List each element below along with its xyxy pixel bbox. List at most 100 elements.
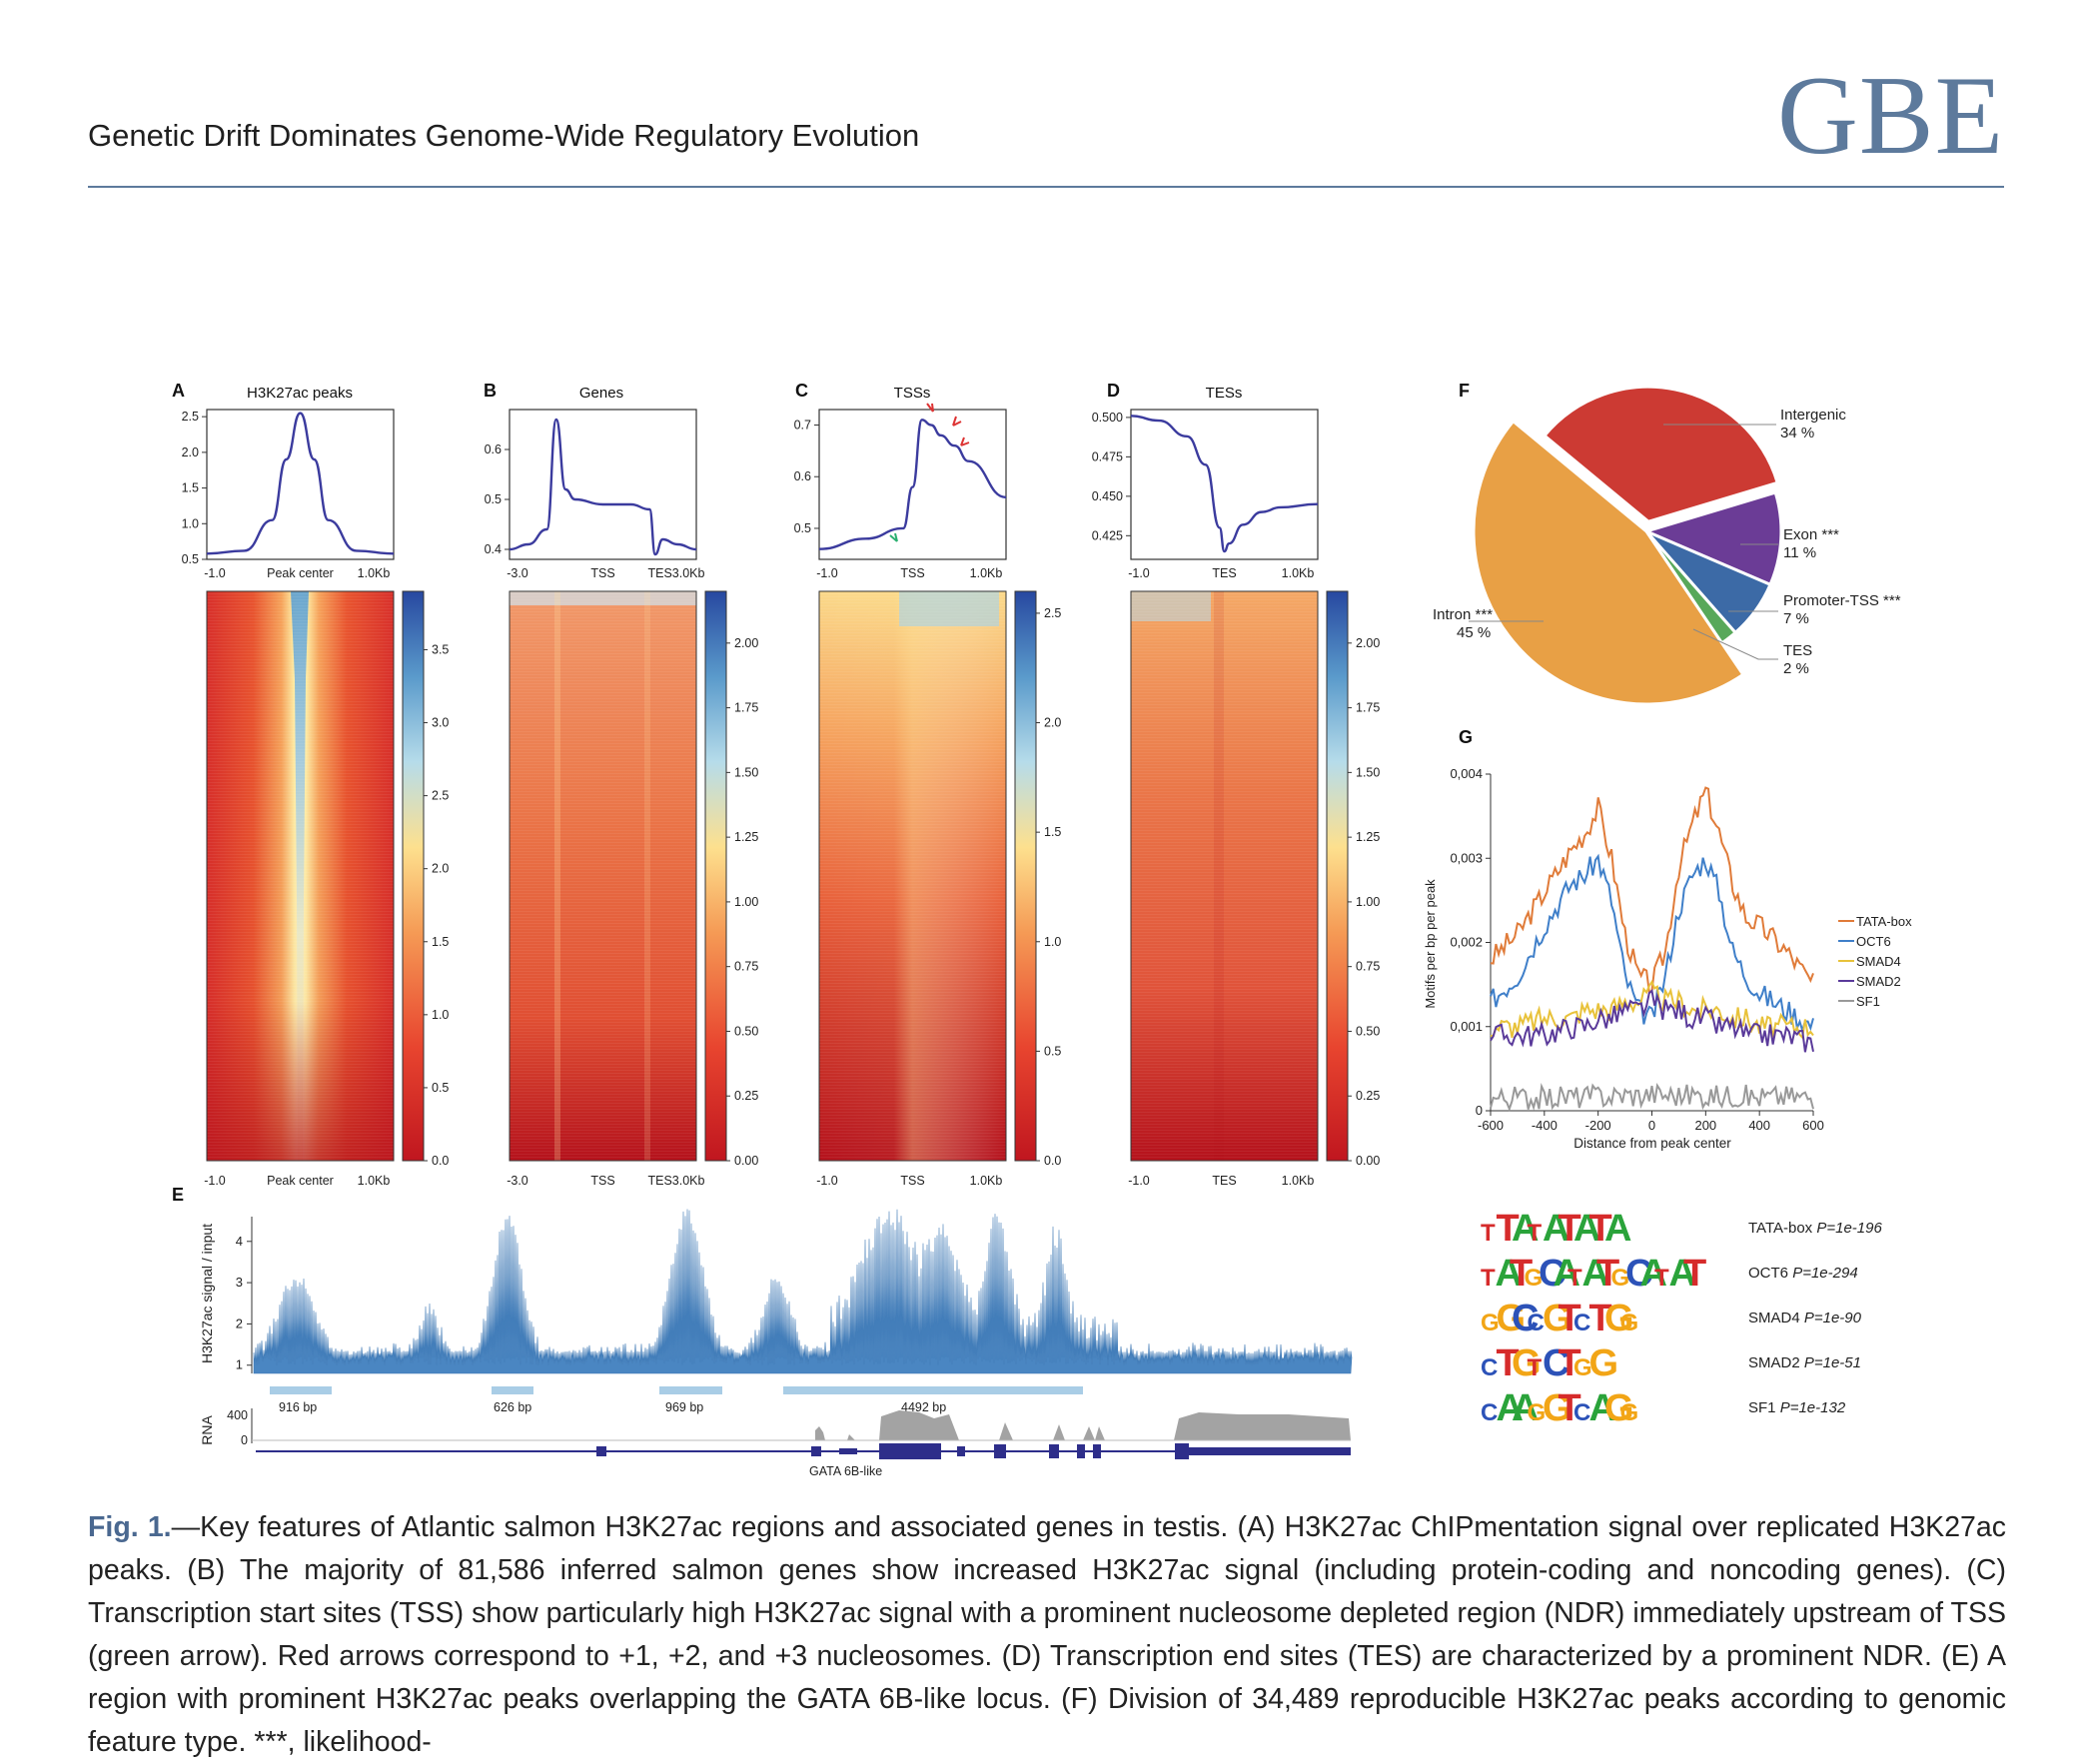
- colorbar-d-tick: 0.25: [1356, 1089, 1380, 1103]
- panel-g-xtick: -600: [1478, 1118, 1504, 1133]
- colorbar-b-tick: 0.00: [734, 1154, 758, 1168]
- panel-e-track: H3K27ac signal / input 4 3 2 1 916 bp 626 b…: [199, 1209, 1353, 1478]
- profile-a-xtick: 1.0Kb: [358, 566, 391, 580]
- profile-c-ytick: 0.6: [794, 469, 811, 483]
- profile-d-curve: [1130, 415, 1319, 553]
- profile-c-frame: [818, 409, 1007, 560]
- colorbar-b-tick: 2.00: [734, 636, 758, 650]
- motif-logo-letter: G: [1611, 1265, 1630, 1292]
- panel-g-xlabel: Distance from peak center: [1573, 1136, 1731, 1151]
- motif-label: OCT6 P=1e-294: [1748, 1265, 1858, 1282]
- green-arrow: [889, 532, 898, 542]
- colorbar-b-tick: 0.50: [734, 1024, 758, 1038]
- peak-width-1: 916 bp: [279, 1400, 317, 1414]
- pie-leader-line: [1692, 628, 1778, 660]
- motif-logo-letter: A: [1543, 1208, 1569, 1250]
- motif-logo-letter: C: [1481, 1354, 1498, 1381]
- motif-line-smad4: [1490, 979, 1814, 1040]
- pie-pct: 45 %: [1457, 624, 1491, 641]
- legend-label: TATA-box: [1856, 914, 1912, 929]
- heatmap-c: [818, 590, 1007, 1162]
- colorbar-a-tick: 0.5: [432, 1081, 449, 1095]
- motif-logo-letter: A: [1604, 1208, 1631, 1250]
- motif-line-tata-box: [1490, 786, 1814, 994]
- colorbar-c-tick: 2.0: [1044, 716, 1061, 730]
- profile-c-xtick: TSS: [900, 566, 924, 580]
- colorbar-b-tick: 0.25: [734, 1089, 758, 1103]
- motif-line-sf1: [1490, 1082, 1814, 1112]
- profile-d-ytick: 0.475: [1092, 449, 1123, 463]
- motif-logo-letter: A: [1669, 1253, 1696, 1295]
- motif-logo-letter: G: [1512, 1342, 1542, 1384]
- colorbar-b-tick: 1.75: [734, 701, 758, 715]
- colorbar-d-tick: 1.50: [1356, 765, 1380, 779]
- motif-logo-letter: G: [1620, 1310, 1639, 1336]
- pie-pct: 2 %: [1783, 660, 1809, 677]
- panel-g-axes: Motifs per bp per peak Distance from pea…: [1423, 774, 1813, 1151]
- profile-d-ytick: 0.425: [1092, 528, 1123, 542]
- colorbar-a-tick: 2.0: [432, 862, 449, 876]
- panel-g-ytick: 0,001: [1450, 1019, 1483, 1034]
- peak-bar-2: [492, 1386, 533, 1394]
- motif-logo-letter: C: [1625, 1253, 1652, 1295]
- pie-label: Intergenic: [1780, 407, 1846, 424]
- heatmap-a: [206, 590, 395, 1162]
- peak-bar-4: [783, 1386, 1083, 1394]
- pie-label: TES: [1783, 642, 1812, 659]
- motif-label: SMAD4 P=1e-90: [1748, 1310, 1862, 1326]
- red-arrow-2: [952, 416, 962, 427]
- colorbar-a-tick: 1.0: [432, 1008, 449, 1022]
- motif-logo-letter: C: [1539, 1253, 1565, 1295]
- panel-g-ylabel: Motifs per bp per peak: [1423, 879, 1438, 1009]
- profile-d-xtick: TES: [1212, 566, 1236, 580]
- panel-letter-d: D: [1107, 381, 1120, 401]
- motif-logo-letter: T: [1497, 1208, 1520, 1250]
- profile-b-xtick: -3.0: [507, 566, 528, 580]
- motif-logo-letter: T: [1596, 1253, 1619, 1295]
- panel-e-ytick: 1: [236, 1357, 243, 1372]
- motif-logo-letter: T: [1567, 1265, 1582, 1292]
- pie-chart: [1472, 385, 1783, 706]
- motif-logo-letter: A: [1496, 1253, 1523, 1295]
- motif-logo-letter: T: [1589, 1298, 1612, 1339]
- nucleosome-arrows: [889, 403, 970, 542]
- motif-logo-letter: A: [1589, 1387, 1616, 1429]
- motif-logo-letter: T: [1559, 1208, 1581, 1250]
- rna-coverage-track: [815, 1410, 1351, 1440]
- peak-width-3: 969 bp: [665, 1400, 703, 1414]
- heatmap-d-xtick: TES: [1212, 1174, 1236, 1188]
- profile-b-ytick: 0.6: [485, 442, 502, 456]
- colorbars: [402, 590, 1349, 1162]
- motif-logo-letter: G: [1604, 1298, 1634, 1339]
- profile-d-frame: [1130, 409, 1319, 560]
- running-title: Genetic Drift Dominates Genome-Wide Regu…: [88, 118, 920, 153]
- journal-logo: GBE: [1777, 54, 2004, 178]
- profile-a-xtick: Peak center: [267, 566, 334, 580]
- colorbar-d-tick: 1.25: [1356, 830, 1380, 844]
- profile-a-frame: [206, 409, 395, 560]
- panel-letter-a: A: [172, 381, 185, 401]
- panel-e-ylabel: H3K27ac signal / input: [199, 1224, 215, 1363]
- colorbar-a-tick: 1.5: [432, 935, 449, 949]
- motif-logo-letter: C: [1573, 1310, 1590, 1336]
- profile-a-ytick: 1.5: [182, 481, 199, 495]
- colorbar-c-tick: 1.0: [1044, 935, 1061, 949]
- panel-g-xtick: 400: [1748, 1118, 1770, 1133]
- pie-pct: 11 %: [1783, 544, 1816, 561]
- peak-bar-1: [270, 1386, 332, 1394]
- heatmap-b-xtick: TSS: [590, 1174, 614, 1188]
- motif-logo-letter: T: [1559, 1298, 1581, 1339]
- motif-logo-letter: A: [1512, 1208, 1539, 1250]
- panel-e-ytick: 4: [236, 1234, 243, 1249]
- peak-bar-3: [659, 1386, 722, 1394]
- colorbar-a: [402, 590, 425, 1162]
- caption-label: Fig. 1.: [88, 1511, 172, 1543]
- colorbar-a-tick: 3.0: [432, 716, 449, 730]
- colorbar-b-tick: 1.00: [734, 895, 758, 909]
- h3k27ac-signal-track: [253, 1209, 1353, 1374]
- gene-model: [256, 1443, 1351, 1459]
- pie-slice-intron: [1472, 419, 1745, 706]
- motif-label: SF1 P=1e-132: [1748, 1399, 1846, 1416]
- panel-d-title: TESs: [1206, 385, 1243, 402]
